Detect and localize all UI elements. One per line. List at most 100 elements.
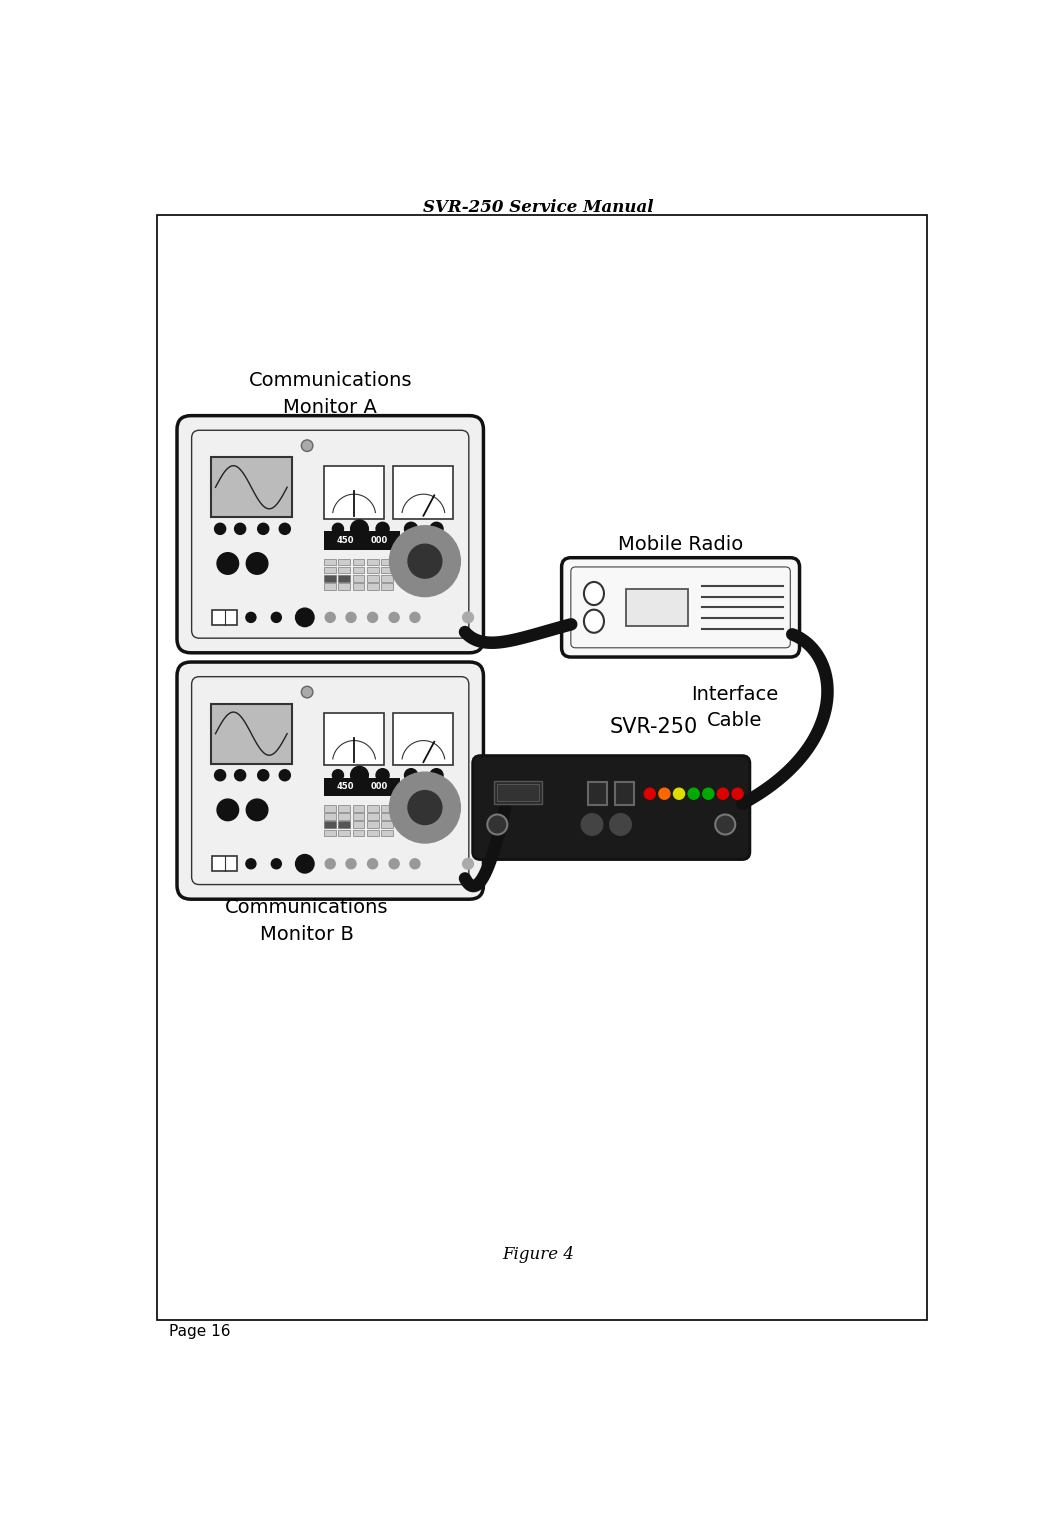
Bar [366,583,379,590]
Circle shape [404,769,418,782]
Circle shape [301,440,313,451]
Bar [211,704,292,764]
Bar [324,575,336,581]
Text: SVR-250 Service Manual: SVR-250 Service Manual [423,200,653,216]
Circle shape [410,859,420,868]
Circle shape [376,522,390,536]
Circle shape [247,799,268,820]
Circle shape [279,770,291,781]
Circle shape [368,859,378,868]
Bar [366,829,379,837]
Circle shape [217,552,238,575]
Bar [338,583,351,590]
Bar [324,829,336,837]
Bar [366,805,379,812]
Circle shape [301,687,313,697]
Circle shape [214,523,226,534]
Circle shape [715,814,735,835]
Bar [381,829,393,837]
Bar [338,558,351,566]
Text: SVR-250: SVR-250 [609,717,698,737]
Bar [324,822,336,828]
Bar [324,558,336,566]
Bar [338,822,351,828]
Bar [366,575,379,581]
Circle shape [404,522,418,536]
Bar [381,575,393,581]
Circle shape [376,769,390,782]
Bar [324,466,384,519]
Bar [353,805,364,812]
Bar [353,583,364,590]
Circle shape [234,523,246,534]
Circle shape [234,770,246,781]
Text: 450: 450 [337,536,355,545]
FancyBboxPatch shape [571,567,791,648]
Circle shape [351,767,369,784]
Bar [338,829,351,837]
FancyBboxPatch shape [562,558,799,657]
Bar [212,610,237,625]
Text: 000: 000 [371,782,388,791]
FancyBboxPatch shape [177,416,483,652]
Circle shape [717,788,729,799]
Circle shape [463,858,474,868]
Bar [381,567,393,573]
Circle shape [463,611,474,623]
Bar [381,583,393,590]
Circle shape [390,772,460,843]
Circle shape [257,770,269,781]
Circle shape [408,791,442,825]
FancyBboxPatch shape [472,755,750,859]
Circle shape [390,859,399,868]
Bar [381,558,393,566]
Circle shape [333,523,343,534]
Bar [212,856,237,871]
Circle shape [410,613,420,622]
Circle shape [257,523,269,534]
Circle shape [429,522,443,536]
Bar [353,829,364,837]
Circle shape [326,613,335,622]
Circle shape [702,788,714,799]
Circle shape [645,788,655,799]
Text: Communications
Monitor A: Communications Monitor A [249,371,412,416]
Bar [211,457,292,517]
Circle shape [390,525,460,596]
Circle shape [247,552,268,575]
Circle shape [214,770,226,781]
Bar [324,814,336,820]
Ellipse shape [584,583,604,605]
Bar [353,558,364,566]
Bar [394,713,454,766]
Bar [394,466,454,519]
Text: Interface
Cable: Interface Cable [691,685,778,731]
Circle shape [333,770,343,781]
FancyBboxPatch shape [191,676,468,885]
Circle shape [295,855,314,873]
Circle shape [271,859,281,868]
Circle shape [279,523,291,534]
Bar [338,805,351,812]
Bar [353,822,364,828]
Circle shape [368,613,378,622]
Circle shape [429,769,443,782]
Bar [495,781,542,803]
Circle shape [673,788,685,799]
Bar [338,575,351,581]
Bar [338,814,351,820]
Text: Page 16: Page 16 [168,1324,230,1339]
Circle shape [390,613,399,622]
Circle shape [295,608,314,626]
Bar [324,778,399,796]
Bar [626,589,688,626]
Circle shape [688,788,699,799]
Bar [366,814,379,820]
Circle shape [346,859,356,868]
Bar [381,814,393,820]
Bar [353,567,364,573]
Circle shape [351,520,369,537]
Text: Figure 4: Figure 4 [502,1245,574,1263]
Circle shape [246,613,256,622]
Bar [381,805,393,812]
